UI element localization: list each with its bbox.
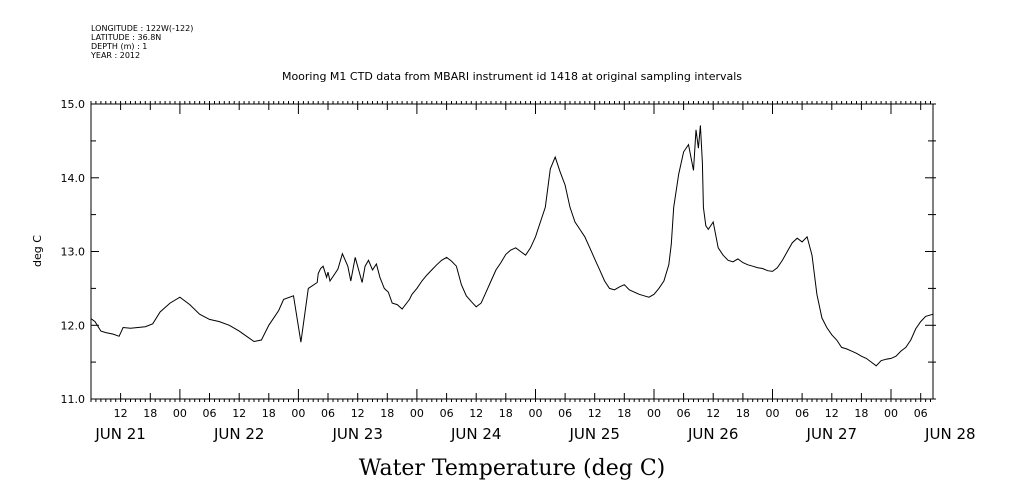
- x-tick-label: 06: [795, 407, 809, 420]
- y-axis-label: deg C: [31, 235, 44, 267]
- x-tick-label: 18: [262, 407, 276, 420]
- day-label: JUN 28: [924, 425, 975, 443]
- year-label: YEAR : 2012: [90, 51, 140, 60]
- y-tick-label: 12.0: [61, 319, 86, 332]
- x-tick-label: 06: [914, 407, 928, 420]
- x-tick-label: 06: [558, 407, 572, 420]
- x-tick-label: 00: [529, 407, 543, 420]
- x-tick-label: 12: [706, 407, 720, 420]
- longitude-label: LONGITUDE : 122W(-122): [91, 24, 193, 33]
- day-label: JUN 23: [331, 425, 382, 443]
- x-tick-label: 12: [351, 407, 365, 420]
- x-tick-label: 18: [380, 407, 394, 420]
- y-tick-label: 14.0: [61, 172, 86, 185]
- day-label: JUN 27: [806, 425, 857, 443]
- x-tick-label: 06: [440, 407, 454, 420]
- day-label: JUN 21: [94, 425, 145, 443]
- day-label: JUN 22: [213, 425, 264, 443]
- x-tick-label: 06: [203, 407, 217, 420]
- x-ticks: 12 18 00 06 12 18 00 06 12 18 00 06 12 18 00 06 12 18 00 06…: [94, 104, 976, 443]
- day-label: JUN 26: [687, 425, 738, 443]
- chart-title: Mooring M1 CTD data from MBARI instrumen…: [282, 70, 742, 83]
- temperature-series-line: [90, 125, 934, 367]
- plot-frame: [90, 103, 934, 400]
- day-label: JUN 24: [450, 425, 501, 443]
- x-tick-label: 18: [736, 407, 750, 420]
- x-tick-label: 00: [884, 407, 898, 420]
- minor-ticks: [90, 101, 931, 402]
- x-tick-label: 00: [766, 407, 780, 420]
- x-tick-label: 12: [588, 407, 602, 420]
- day-label: JUN 25: [568, 425, 619, 443]
- y-ticks: 11.0 12.0 13.0 14.0 15.0: [61, 98, 936, 406]
- x-tick-label: 18: [499, 407, 513, 420]
- x-tick-label: 00: [410, 407, 424, 420]
- x-tick-label: 00: [173, 407, 187, 420]
- y-tick-label: 13.0: [61, 246, 86, 259]
- x-tick-label: 12: [232, 407, 246, 420]
- x-tick-label: 00: [291, 407, 305, 420]
- x-tick-label: 18: [143, 407, 157, 420]
- x-tick-label: 12: [469, 407, 483, 420]
- depth-label: DEPTH (m) : 1: [91, 42, 147, 51]
- x-tick-label: 18: [617, 407, 631, 420]
- x-tick-label: 06: [321, 407, 335, 420]
- y-tick-label: 15.0: [61, 98, 86, 111]
- x-tick-label: 06: [677, 407, 691, 420]
- x-tick-label: 12: [825, 407, 839, 420]
- latitude-label: LATITUDE : 36.8N: [91, 33, 161, 42]
- x-tick-label: 18: [854, 407, 868, 420]
- y-tick-label: 11.0: [61, 393, 86, 406]
- x-axis-label: Water Temperature (deg C): [359, 456, 666, 481]
- x-tick-label: 00: [647, 407, 661, 420]
- x-tick-label: 12: [114, 407, 128, 420]
